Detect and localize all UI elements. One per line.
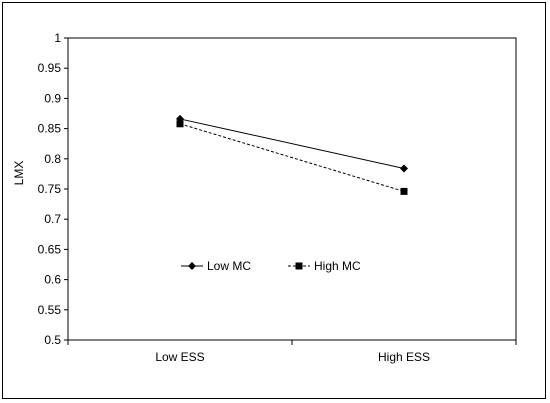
y-axis-ticks: 0.5 0.55 0.6 0.65 0.7 0.75 0.8 0.85 0.9 0.95 1 bbox=[38, 31, 68, 347]
data-point bbox=[400, 164, 408, 173]
legend-label: Low MC bbox=[207, 259, 251, 273]
y-tick-label: 0.9 bbox=[44, 91, 61, 105]
series-layer bbox=[176, 114, 408, 195]
y-tick-label: 1 bbox=[54, 31, 61, 45]
y-tick-label: 0.65 bbox=[38, 242, 62, 256]
y-tick-label: 0.7 bbox=[44, 212, 61, 226]
legend-label: High MC bbox=[314, 259, 361, 273]
series-high-mc bbox=[176, 120, 408, 195]
y-tick-label: 0.55 bbox=[38, 303, 62, 317]
x-tick-label: High ESS bbox=[378, 350, 430, 364]
legend-marker bbox=[188, 262, 196, 270]
chart-frame: 0.5 0.55 0.6 0.65 0.7 0.75 0.8 0.85 0.9 0.95 1 Low… bbox=[2, 2, 546, 399]
y-tick-label: 0.8 bbox=[44, 152, 61, 166]
legend-item: Low MC bbox=[181, 259, 251, 273]
y-tick-label: 0.85 bbox=[38, 122, 62, 136]
series-low-mc bbox=[176, 114, 408, 173]
data-point bbox=[176, 120, 184, 128]
plot-area bbox=[67, 37, 517, 341]
y-tick-label: 0.5 bbox=[44, 333, 61, 347]
series-line bbox=[179, 118, 405, 169]
y-tick-label: 0.75 bbox=[38, 182, 62, 196]
x-tick-label: Low ESS bbox=[155, 350, 204, 364]
series-line bbox=[179, 123, 405, 192]
legend-marker bbox=[295, 262, 303, 270]
legend-item: High MC bbox=[288, 259, 361, 273]
y-tick-label: 0.6 bbox=[44, 273, 61, 287]
line-chart: 0.5 0.55 0.6 0.65 0.7 0.75 0.8 0.85 0.9 0.95 1 Low… bbox=[12, 31, 517, 364]
data-point bbox=[400, 187, 408, 195]
y-axis-title: LMX bbox=[12, 161, 26, 186]
y-tick-label: 0.95 bbox=[38, 61, 62, 75]
plot-border bbox=[67, 37, 517, 341]
legend: Low MC High MC bbox=[181, 259, 361, 273]
x-axis-ticks: Low ESS High ESS bbox=[67, 340, 517, 364]
